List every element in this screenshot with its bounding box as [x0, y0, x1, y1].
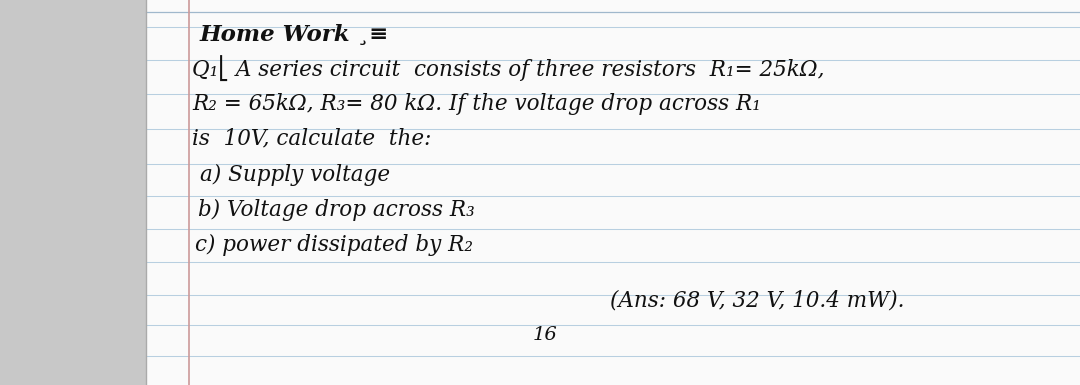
Text: is  10V, calculate  the:: is 10V, calculate the: — [192, 127, 432, 150]
Text: R₂ = 65kΩ, R₃= 80 kΩ. If the voltage drop across R₁: R₂ = 65kΩ, R₃= 80 kΩ. If the voltage dro… — [192, 93, 761, 115]
Bar — [0, 0, 146, 385]
Text: Home Work ¸≡: Home Work ¸≡ — [200, 23, 389, 46]
Text: (Ans: 68 V, 32 V, 10.4 mW).: (Ans: 68 V, 32 V, 10.4 mW). — [610, 289, 905, 311]
Bar — [146, 0, 1080, 385]
Text: a) Supply voltage: a) Supply voltage — [200, 164, 390, 186]
Text: b) Voltage drop across R₃: b) Voltage drop across R₃ — [198, 199, 474, 221]
Text: c) power dissipated by R₂: c) power dissipated by R₂ — [195, 233, 473, 256]
Bar — [1058, 0, 1080, 385]
Text: 16: 16 — [534, 326, 557, 344]
Text: Q₁⎣ A series circuit  consists of three resistors  R₁= 25kΩ,: Q₁⎣ A series circuit consists of three r… — [192, 56, 825, 82]
